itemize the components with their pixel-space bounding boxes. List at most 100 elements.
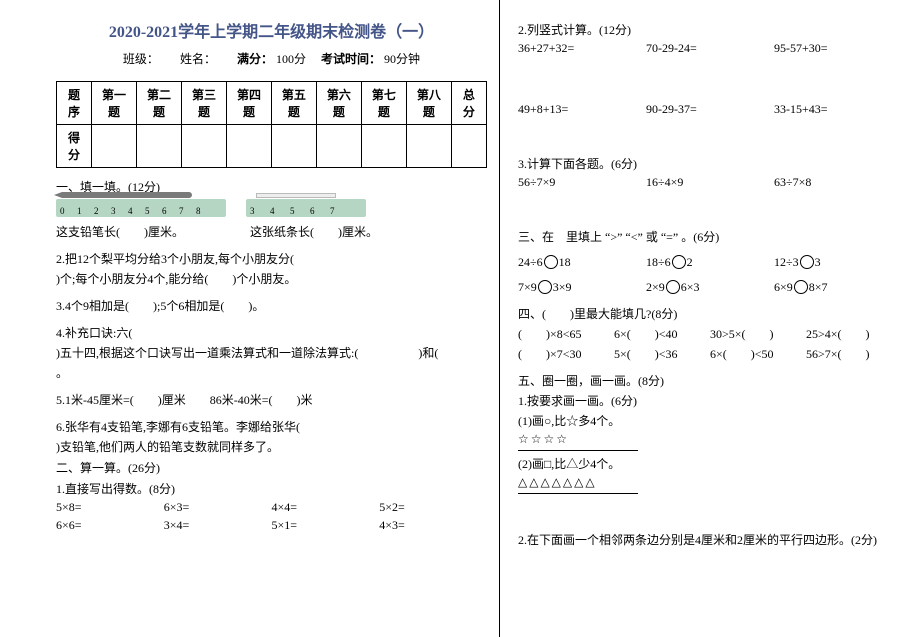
s5-1a: (1)画○,比☆多4个。 xyxy=(518,412,902,429)
score-cell xyxy=(226,125,271,168)
circle-blank-icon xyxy=(672,255,686,269)
score-cell xyxy=(361,125,406,168)
col-6: 第六题 xyxy=(316,82,361,125)
score-label: 得分 xyxy=(57,125,92,168)
cmp-item: 6×98×7 xyxy=(774,280,902,295)
q4b: )五十四,根据这个口诀写出一道乘法算式和一道除法算式:( )和( xyxy=(56,344,487,361)
s2-3: 3.计算下面各题。(6分) xyxy=(518,155,902,172)
fill-item: ( )×7<30 xyxy=(518,345,614,362)
score-cell xyxy=(406,125,451,168)
mix-row-1: 56÷7×9 16÷4×9 63÷7×8 xyxy=(518,175,902,190)
ruler-1: 0 1 2 3 4 5 6 7 8 xyxy=(56,199,226,217)
circle-blank-icon xyxy=(800,255,814,269)
fill-item: 6×( )<40 xyxy=(614,325,710,342)
section-4: 四、( )里最大能填几?(8分) xyxy=(518,305,902,322)
score-cell xyxy=(136,125,181,168)
cmp-l: 7×9 xyxy=(518,280,537,294)
cmp-item: 2×9 6×3 xyxy=(646,280,774,295)
calc-item: 36+27+32= xyxy=(518,41,646,56)
s5-1: 1.按要求画一画。(6分) xyxy=(518,392,902,409)
full-label: 满分： xyxy=(237,52,273,66)
ruler-tick: 8 xyxy=(196,206,213,216)
cmp-row-1: 24÷618 18÷62 12÷33 xyxy=(518,255,902,270)
cmp-l: 2×9 xyxy=(646,280,665,294)
s5-2: 2.在下面画一个相邻两条边分别是4厘米和2厘米的平行四边形。(2分) xyxy=(518,531,902,548)
cmp-item: 12÷3 3 xyxy=(774,255,902,270)
cmp-l: 24÷6 xyxy=(518,255,543,269)
fill-item: 56>7×( ) xyxy=(806,345,902,362)
section-3: 三、在 里填上 “>” “<” 或 “=” 。(6分) xyxy=(518,228,902,245)
calc-item: 5×2= xyxy=(379,500,487,515)
q3: 3.4个9相加是( );5个6相加是( )。 xyxy=(56,297,487,314)
ruler-tick: 0 xyxy=(60,206,77,216)
q6a: 6.张华有4支铅笔,李娜有6支铅笔。李娜给张华( xyxy=(56,418,487,435)
circle-blank-icon xyxy=(544,255,558,269)
calc-item: 5×1= xyxy=(272,518,380,533)
q5: 5.1米-45厘米=( )厘米 86米-40米=( )米 xyxy=(56,391,487,408)
cmp-r: 6×3 xyxy=(681,280,700,294)
fill-row-1: ( )×8<65 6×( )<40 30>5×( ) 25>4×( ) xyxy=(518,325,902,342)
exam-subline: 班级： 姓名： 满分： 100分 考试时间： 90分钟 xyxy=(56,50,487,67)
fill-item: ( )×8<65 xyxy=(518,325,614,342)
triangles-row: △△△△△△△ xyxy=(518,475,902,490)
ruler-tick: 3 xyxy=(250,206,270,216)
answer-line xyxy=(518,493,638,494)
ruler-tick: 4 xyxy=(270,206,290,216)
col-8: 第八题 xyxy=(406,82,451,125)
calc-item: 70-29-24= xyxy=(646,41,774,56)
ruler-tick: 6 xyxy=(162,206,179,216)
ruler-tick: 6 xyxy=(310,206,330,216)
class-label: 班级： xyxy=(123,52,153,66)
circle-blank-icon xyxy=(666,280,680,294)
fill-row-2: ( )×7<30 5×( )<36 6×( )<50 56>7×( ) xyxy=(518,345,902,362)
calc-item: 56÷7×9 xyxy=(518,175,646,190)
row-header: 题序 xyxy=(57,82,92,125)
fill-item: 30>5×( ) xyxy=(710,325,806,342)
calc-item: 3×4= xyxy=(164,518,272,533)
q6b: )支铅笔,他们两人的铅笔支数就同样多了。 xyxy=(56,438,487,455)
ruler-2: 3 4 5 6 7 xyxy=(246,199,366,217)
ruler-tick: 2 xyxy=(94,206,111,216)
q1b: 这张纸条长( )厘米。 xyxy=(250,225,378,239)
calc-item: 16÷4×9 xyxy=(646,175,774,190)
score-table: 题序 第一题 第二题 第三题 第四题 第五题 第六题 第七题 第八题 总分 得分 xyxy=(56,81,487,168)
full-value: 100分 xyxy=(276,52,306,66)
cmp-item: 7×9 3×9 xyxy=(518,280,646,295)
circle-blank-icon xyxy=(794,280,808,294)
score-cell xyxy=(92,125,137,168)
q2b: )个;每个小朋友分4个,能分给( )个小朋友。 xyxy=(56,270,487,287)
cmp-r: 3×9 xyxy=(553,280,572,294)
calc-item: 33-15+43= xyxy=(774,102,902,117)
q2a: 2.把12个梨平均分给3个小朋友,每个小朋友分( xyxy=(56,250,487,267)
score-cell xyxy=(271,125,316,168)
stars-row: ☆☆☆☆ xyxy=(518,432,902,447)
ruler-tick: 4 xyxy=(128,206,145,216)
s2-1: 1.直接写出得数。(8分) xyxy=(56,480,487,497)
calc-item: 90-29-37= xyxy=(646,102,774,117)
calc-item: 6×6= xyxy=(56,518,164,533)
col-4: 第四题 xyxy=(226,82,271,125)
vertical-row-1: 36+27+32= 70-29-24= 95-57+30= xyxy=(518,41,902,56)
cmp-l: 12÷3 xyxy=(774,255,799,269)
s2-2: 2.列竖式计算。(12分) xyxy=(518,21,902,38)
q4c: 。 xyxy=(56,364,487,381)
cmp-l: 6×9 xyxy=(774,280,793,294)
calc-item: 63÷7×8 xyxy=(774,175,902,190)
section-2: 二、算一算。(26分) xyxy=(56,459,487,476)
col-3: 第三题 xyxy=(181,82,226,125)
ruler-tick: 5 xyxy=(290,206,310,216)
cmp-r: 3 xyxy=(815,255,821,269)
calc-item: 6×3= xyxy=(164,500,272,515)
cmp-item: 18÷62 xyxy=(646,255,774,270)
calc-item: 5×8= xyxy=(56,500,164,515)
calc-row-1: 5×8= 6×3= 4×4= 5×2= xyxy=(56,500,487,515)
ruler-tick: 5 xyxy=(145,206,162,216)
col-total: 总分 xyxy=(451,82,486,125)
score-cell xyxy=(181,125,226,168)
score-cell xyxy=(451,125,486,168)
calc-row-2: 6×6= 3×4= 5×1= 4×3= xyxy=(56,518,487,533)
col-1: 第一题 xyxy=(92,82,137,125)
fill-item: 6×( )<50 xyxy=(710,345,806,362)
q1-row: 这支铅笔长( )厘米。 这张纸条长( )厘米。 xyxy=(56,223,487,240)
ruler-tick: 7 xyxy=(330,206,350,216)
